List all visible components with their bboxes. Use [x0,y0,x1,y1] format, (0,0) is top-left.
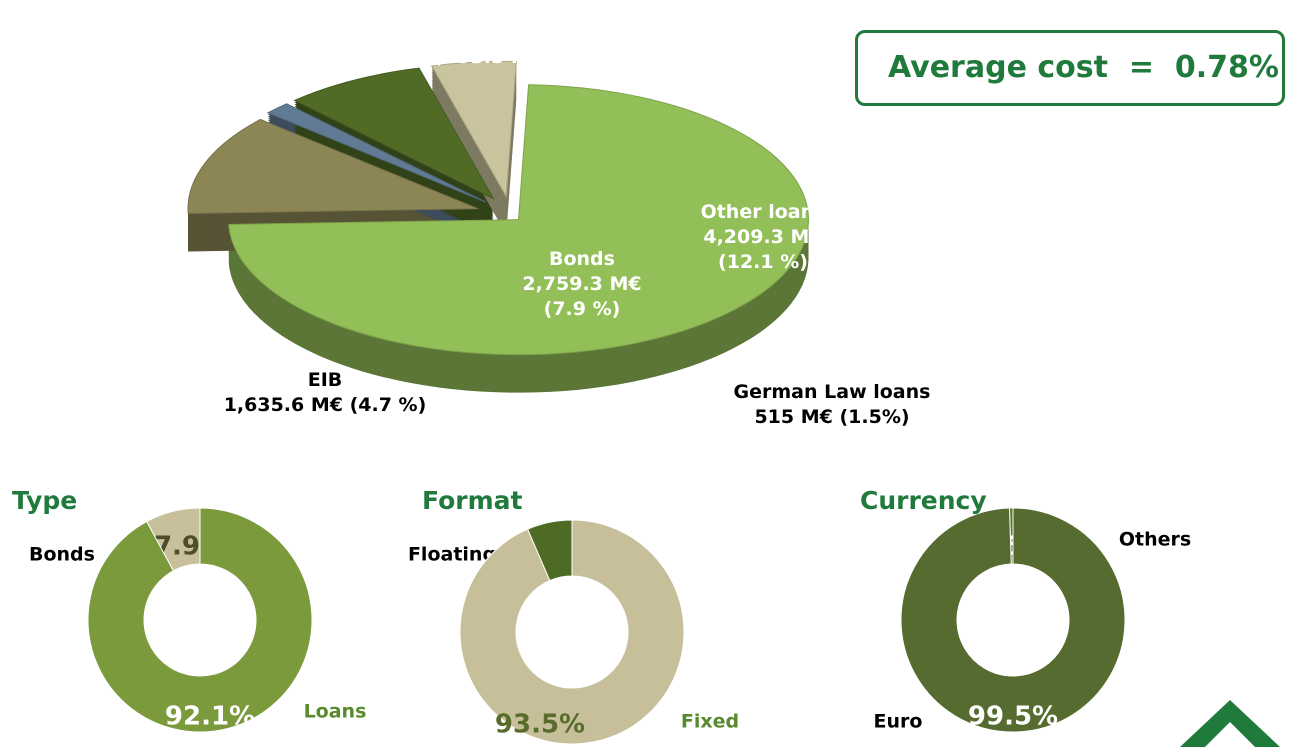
donut-slice [459,519,685,745]
pie [187,60,809,393]
donut-category: Floating [408,544,496,566]
slice-value: 515 M€ (1.5%) [754,406,910,428]
slice-name: EIB [307,369,343,391]
donuts: 7.9%Bonds92.1%Loans6.5%Floating93.5%Fixe… [29,507,1191,745]
slice [187,118,479,214]
slice-name: State mechanisms [426,21,624,43]
slice-value: 4,209.3 M€ (12.1 %) [703,226,823,273]
donut-category: Euro [874,711,923,733]
donut-title: Format [422,486,523,515]
slice [266,103,486,203]
slice-name: Bonds [549,248,615,270]
donut-category: Loans [304,701,367,723]
donut-value: 93.5% [495,710,585,740]
donut-value: 99.5% [968,702,1058,732]
donut-title: Type [12,486,78,515]
slice [228,84,809,356]
slice-value: 2,759.3 M€ (7.9 %) [522,273,642,320]
slice-value: 25,793.5 M€ (73.9 %) [410,46,640,68]
donut-category: Bonds [29,544,95,566]
logo-inner [1205,722,1255,747]
slice [293,67,495,200]
donut-category: Others [1119,529,1191,551]
slice-value: 1,635.6 M€ (4.7 %) [223,394,427,416]
slice-name: German Law loans [733,381,931,403]
donut-title: Currency [860,486,987,515]
donut-value: 92.1% [165,702,255,732]
donut-category: Fixed [681,711,739,733]
slice [430,60,517,199]
donut-slice [900,507,1126,733]
slice-name: Other loans [700,201,826,223]
donut-slice [87,507,313,733]
average-cost: Average cost = 0.78% [855,30,1285,106]
